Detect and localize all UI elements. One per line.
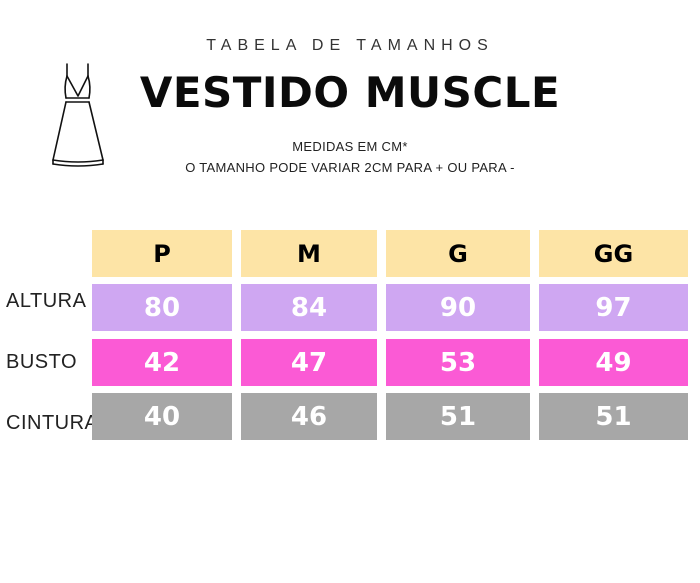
row-label-altura: ALTURA	[6, 290, 87, 312]
busto-value-g: 53	[386, 339, 530, 386]
size-header-gg: GG	[539, 230, 688, 277]
size-variation-note: O TAMANHO PODE VARIAR 2CM PARA + OU PARA…	[185, 160, 515, 175]
cintura-value-m: 46	[241, 393, 377, 440]
cintura-value-gg: 51	[539, 393, 688, 440]
busto-value-m: 47	[241, 339, 377, 386]
altura-value-g: 90	[386, 284, 530, 331]
busto-value-p: 42	[92, 339, 232, 386]
dress-icon	[52, 63, 104, 167]
altura-value-gg: 97	[539, 284, 688, 331]
row-label-cintura: CINTURA	[6, 412, 99, 434]
cintura-value-p: 40	[92, 393, 232, 440]
cintura-value-g: 51	[386, 393, 530, 440]
size-header-g: G	[386, 230, 530, 277]
row-label-busto: BUSTO	[6, 351, 78, 373]
altura-value-m: 84	[241, 284, 377, 331]
busto-value-gg: 49	[539, 339, 688, 386]
size-header-m: M	[241, 230, 377, 277]
page-title: VESTIDO MUSCLE	[139, 68, 561, 117]
measurement-unit-note: MEDIDAS EM CM*	[292, 139, 408, 154]
altura-value-p: 80	[92, 284, 232, 331]
page-subtitle: TABELA DE TAMANHOS	[206, 37, 494, 54]
size-header-p: P	[92, 230, 232, 277]
